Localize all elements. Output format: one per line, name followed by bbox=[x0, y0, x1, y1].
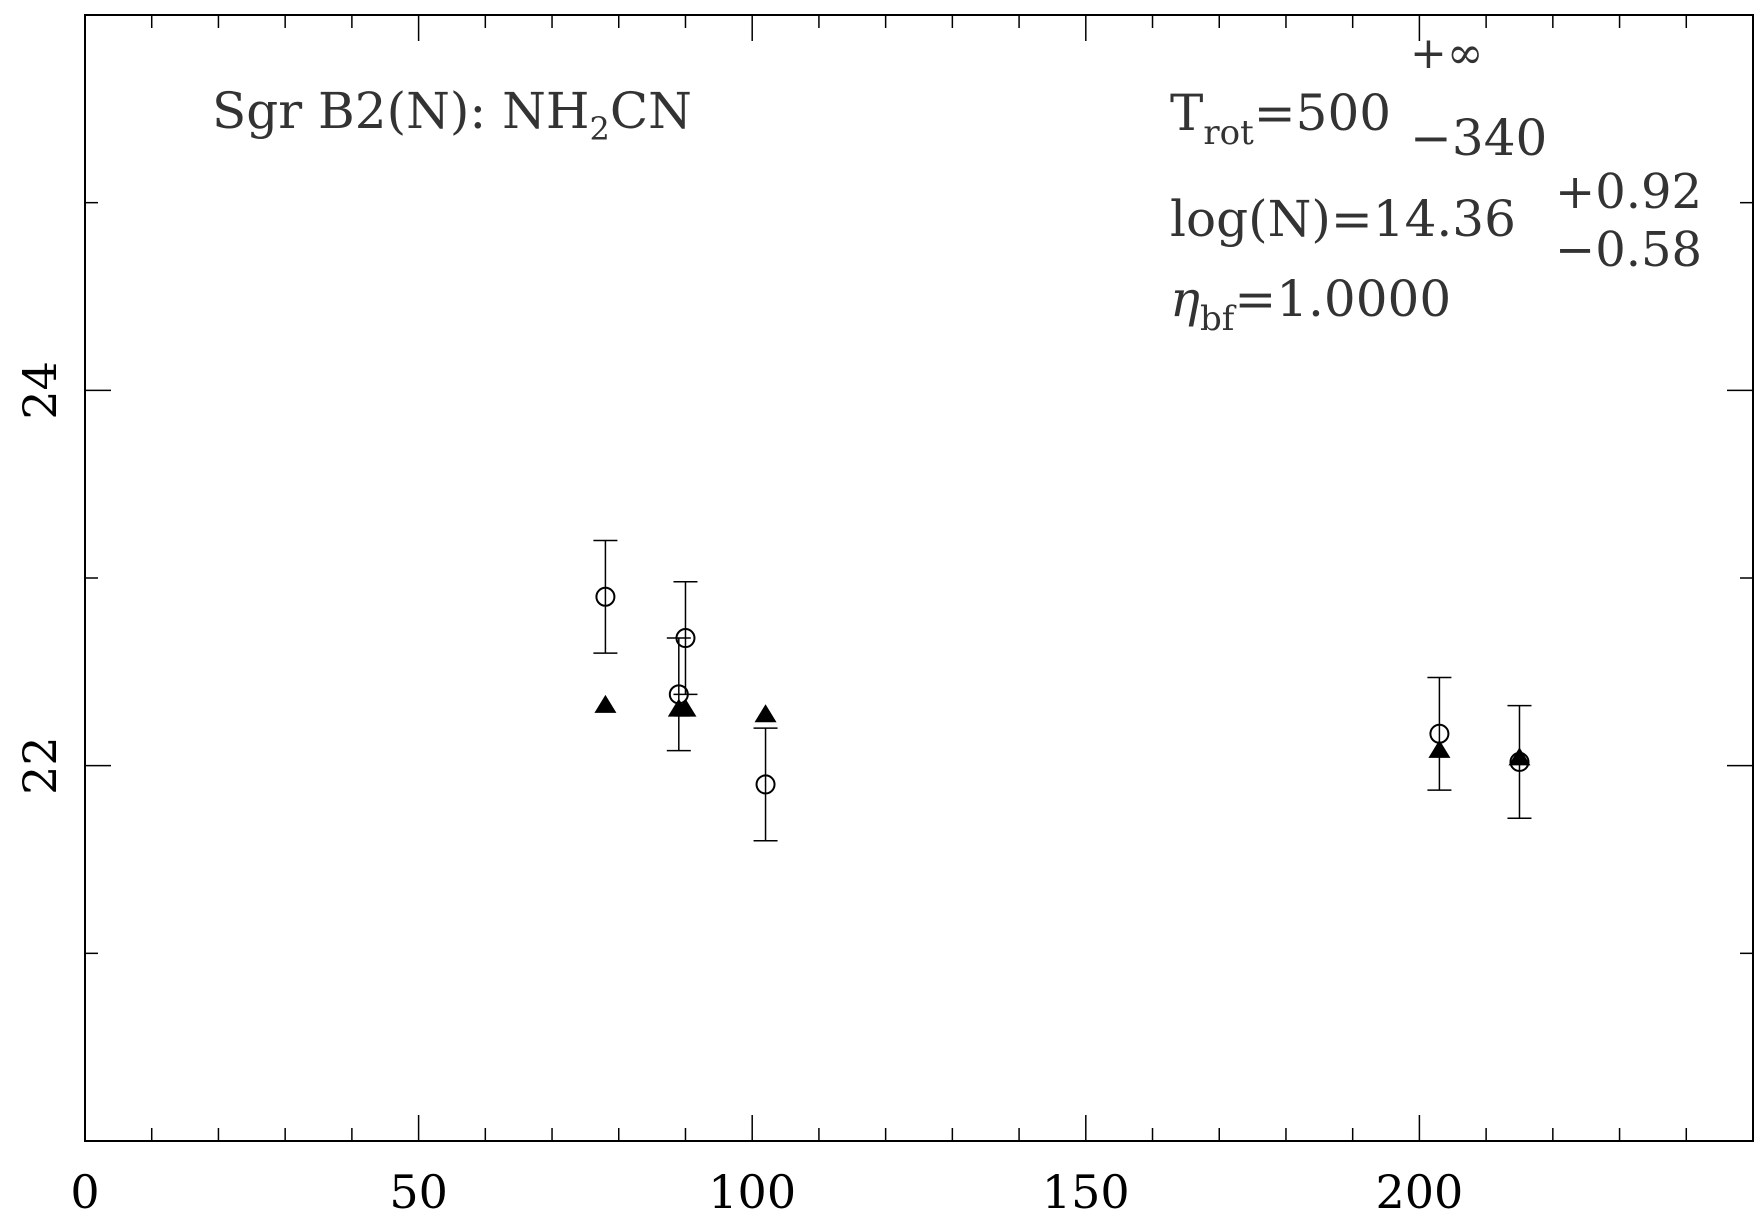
x-tick-label: 50 bbox=[389, 1165, 448, 1217]
trot-upper-error: +∞ bbox=[1410, 28, 1484, 79]
data-marks bbox=[593, 539, 1532, 842]
y-tick-label: 22 bbox=[13, 736, 67, 795]
trot-annotation: Trot=500 bbox=[1170, 84, 1391, 153]
axis-ticks bbox=[84, 14, 1754, 1142]
y-tick-label: 24 bbox=[13, 361, 67, 420]
eta-annotation: ηbf=1.0000 bbox=[1170, 270, 1451, 339]
data-point-triangle bbox=[594, 694, 617, 713]
data-point-triangle bbox=[1428, 739, 1451, 758]
data-point-circle bbox=[595, 586, 616, 607]
plot-frame bbox=[84, 14, 1754, 1142]
logn-upper-error: +0.92 bbox=[1555, 164, 1702, 220]
data-point-triangle bbox=[754, 704, 777, 723]
axis-tick-labels: 0 50 100 150 200 22 24 bbox=[13, 361, 1463, 1217]
data-point-circle bbox=[675, 628, 696, 649]
trot-lower-error: −340 bbox=[1410, 109, 1547, 167]
data-point-triangle bbox=[1508, 747, 1531, 766]
x-tick-label: 100 bbox=[708, 1165, 796, 1217]
data-point-circle bbox=[755, 774, 776, 795]
x-tick-label: 150 bbox=[1042, 1165, 1130, 1217]
x-tick-label: 0 bbox=[70, 1165, 99, 1217]
logn-lower-error: −0.58 bbox=[1555, 222, 1702, 278]
x-tick-label: 200 bbox=[1375, 1165, 1463, 1217]
source-label: Sgr B2(N): NH2CN bbox=[212, 82, 692, 148]
data-point-triangle bbox=[674, 698, 697, 717]
logn-annotation: log(N)=14.36 bbox=[1170, 190, 1516, 248]
